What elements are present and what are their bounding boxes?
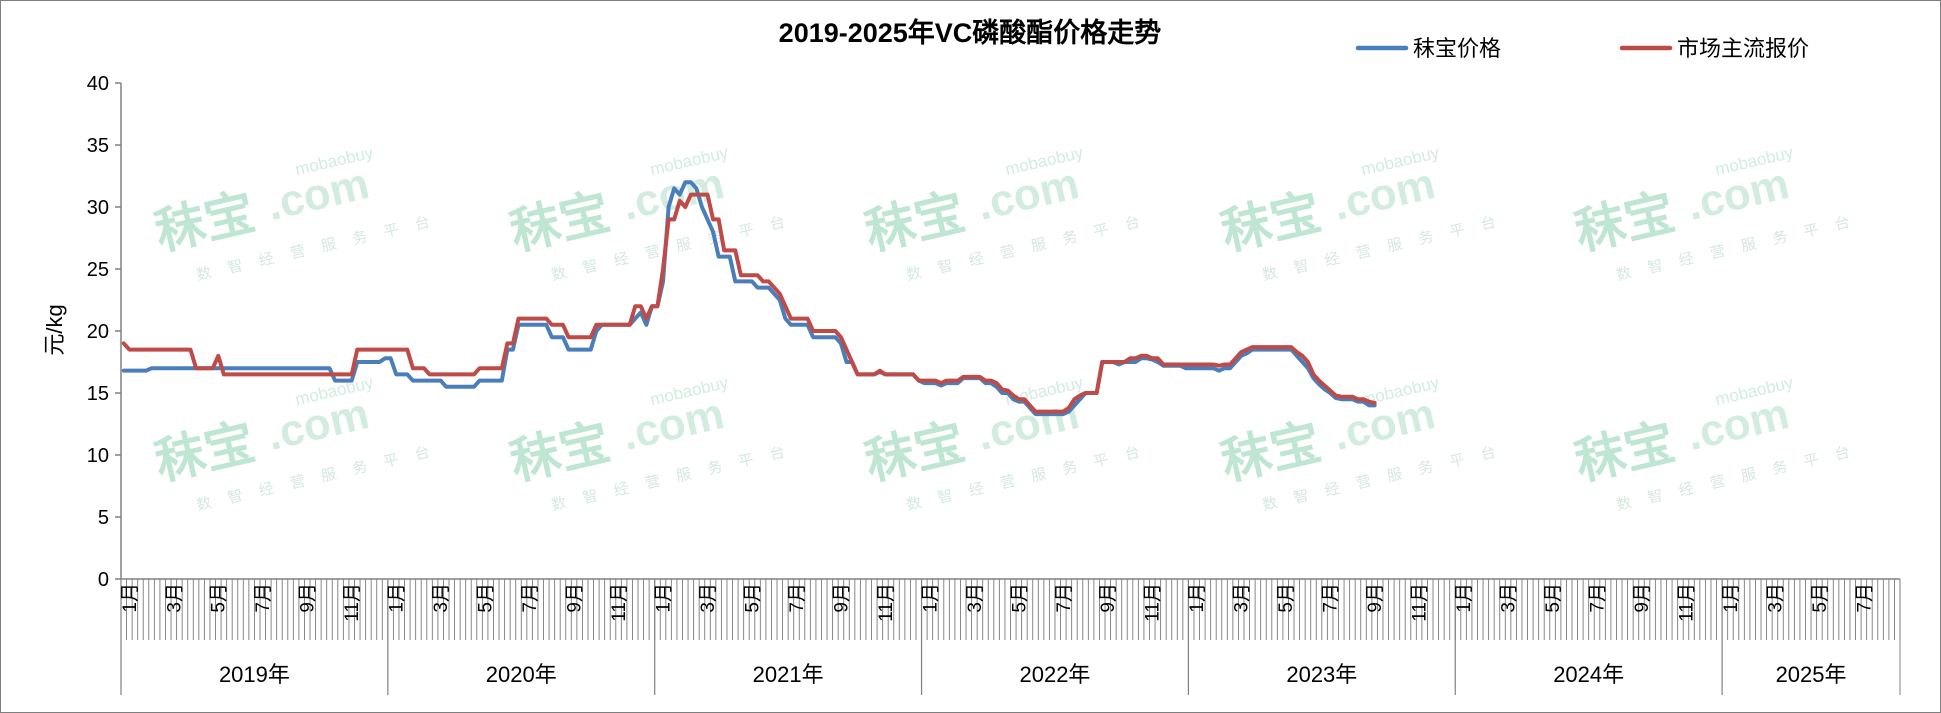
legend: 秣宝价格 市场主流报价 [1355,36,1809,61]
x-month-label: 3月 [164,583,185,613]
x-month-label: 9月 [1632,583,1653,613]
x-month-label: 9月 [565,583,586,613]
y-tick-label: 10 [87,445,109,467]
watermark-brand: 秣宝 [860,414,970,491]
y-tick-label: 0 [98,569,109,591]
y-tick-label: 5 [98,507,109,529]
x-month-label: 7月 [1854,583,1875,613]
y-tick-label: 15 [87,383,109,405]
watermark-brand: 秣宝 [505,184,615,261]
watermark-brand: 秣宝 [505,414,615,491]
y-tick-label: 25 [87,259,109,281]
series-layer [121,180,1377,417]
x-month-label: 3月 [698,583,719,613]
x-month-label: 7月 [1587,583,1608,613]
watermark-brand: 秣宝 [150,414,260,491]
x-month-label: 5月 [1543,583,1564,613]
x-month-label: 1月 [120,583,141,613]
x-month-label: 11月 [342,583,363,622]
series-line-1 [121,192,1377,414]
watermark-brand: 秣宝 [860,184,970,261]
watermark-brand: 秣宝 [1216,184,1326,261]
watermark-brand: 秣宝 [1570,184,1680,261]
y-tick-label: 35 [87,135,109,157]
x-month-label: 7月 [787,583,808,613]
x-month-label: 5月 [209,583,230,613]
x-month-label: 1月 [387,583,408,613]
axes-layer: 0 5 10 15 20 25 30 35 40 1月 3月 5月 7月 9月 11月 2019年 1月 3月 5月… [87,73,1901,695]
x-month-label: 11月 [1676,583,1697,622]
x-month-label: 5月 [476,583,497,613]
x-year-label: 2023年 [1286,662,1357,687]
x-year-label: 2021年 [753,662,824,687]
legend-label-1: 市场主流报价 [1677,36,1809,61]
x-month-label: 7月 [520,583,541,613]
watermark-brand: 秣宝 [150,184,260,261]
x-month-label: 11月 [1410,583,1431,622]
x-month-label: 11月 [1143,583,1164,622]
x-month-label: 9月 [298,583,319,613]
x-month-label: 3月 [965,583,986,613]
x-month-label: 1月 [1721,583,1742,613]
x-month-label: 9月 [1365,583,1386,613]
x-month-label: 3月 [1499,583,1520,613]
watermark-brand: 秣宝 [1570,414,1680,491]
y-axis-label: 元/kg [42,304,67,355]
x-month-label: 3月 [1232,583,1253,613]
x-month-label: 7月 [1054,583,1075,613]
x-month-label: 5月 [1009,583,1030,613]
x-year-label: 2024年 [1553,662,1624,687]
x-month-label: 5月 [1276,583,1297,613]
legend-label-0: 秣宝价格 [1413,36,1501,61]
y-tick-label: 40 [87,73,109,95]
x-month-label: 7月 [1321,583,1342,613]
x-month-label: 11月 [876,583,897,622]
x-month-label: 1月 [653,583,674,613]
x-year-label: 2022年 [1019,662,1090,687]
x-year-label: 2025年 [1776,662,1847,687]
watermark-brand: 秣宝 [1216,414,1326,491]
x-month-label: 1月 [920,583,941,613]
x-month-label: 3月 [431,583,452,613]
x-month-label: 9月 [831,583,852,613]
x-month-label: 1月 [1454,583,1475,613]
x-month-label: 5月 [742,583,763,613]
x-month-label: 7月 [253,583,274,613]
x-year-label: 2020年 [486,662,557,687]
x-month-label: 11月 [609,583,630,622]
x-year-label: 2019年 [219,662,290,687]
x-month-label: 1月 [1187,583,1208,613]
x-month-label: 3月 [1765,583,1786,613]
y-tick-label: 30 [87,197,109,219]
chart-title: 2019-2025年VC磷酸酯价格走势 [779,17,1162,48]
y-tick-label: 20 [87,321,109,343]
x-month-label: 5月 [1810,583,1831,613]
x-month-label: 9月 [1098,583,1119,613]
